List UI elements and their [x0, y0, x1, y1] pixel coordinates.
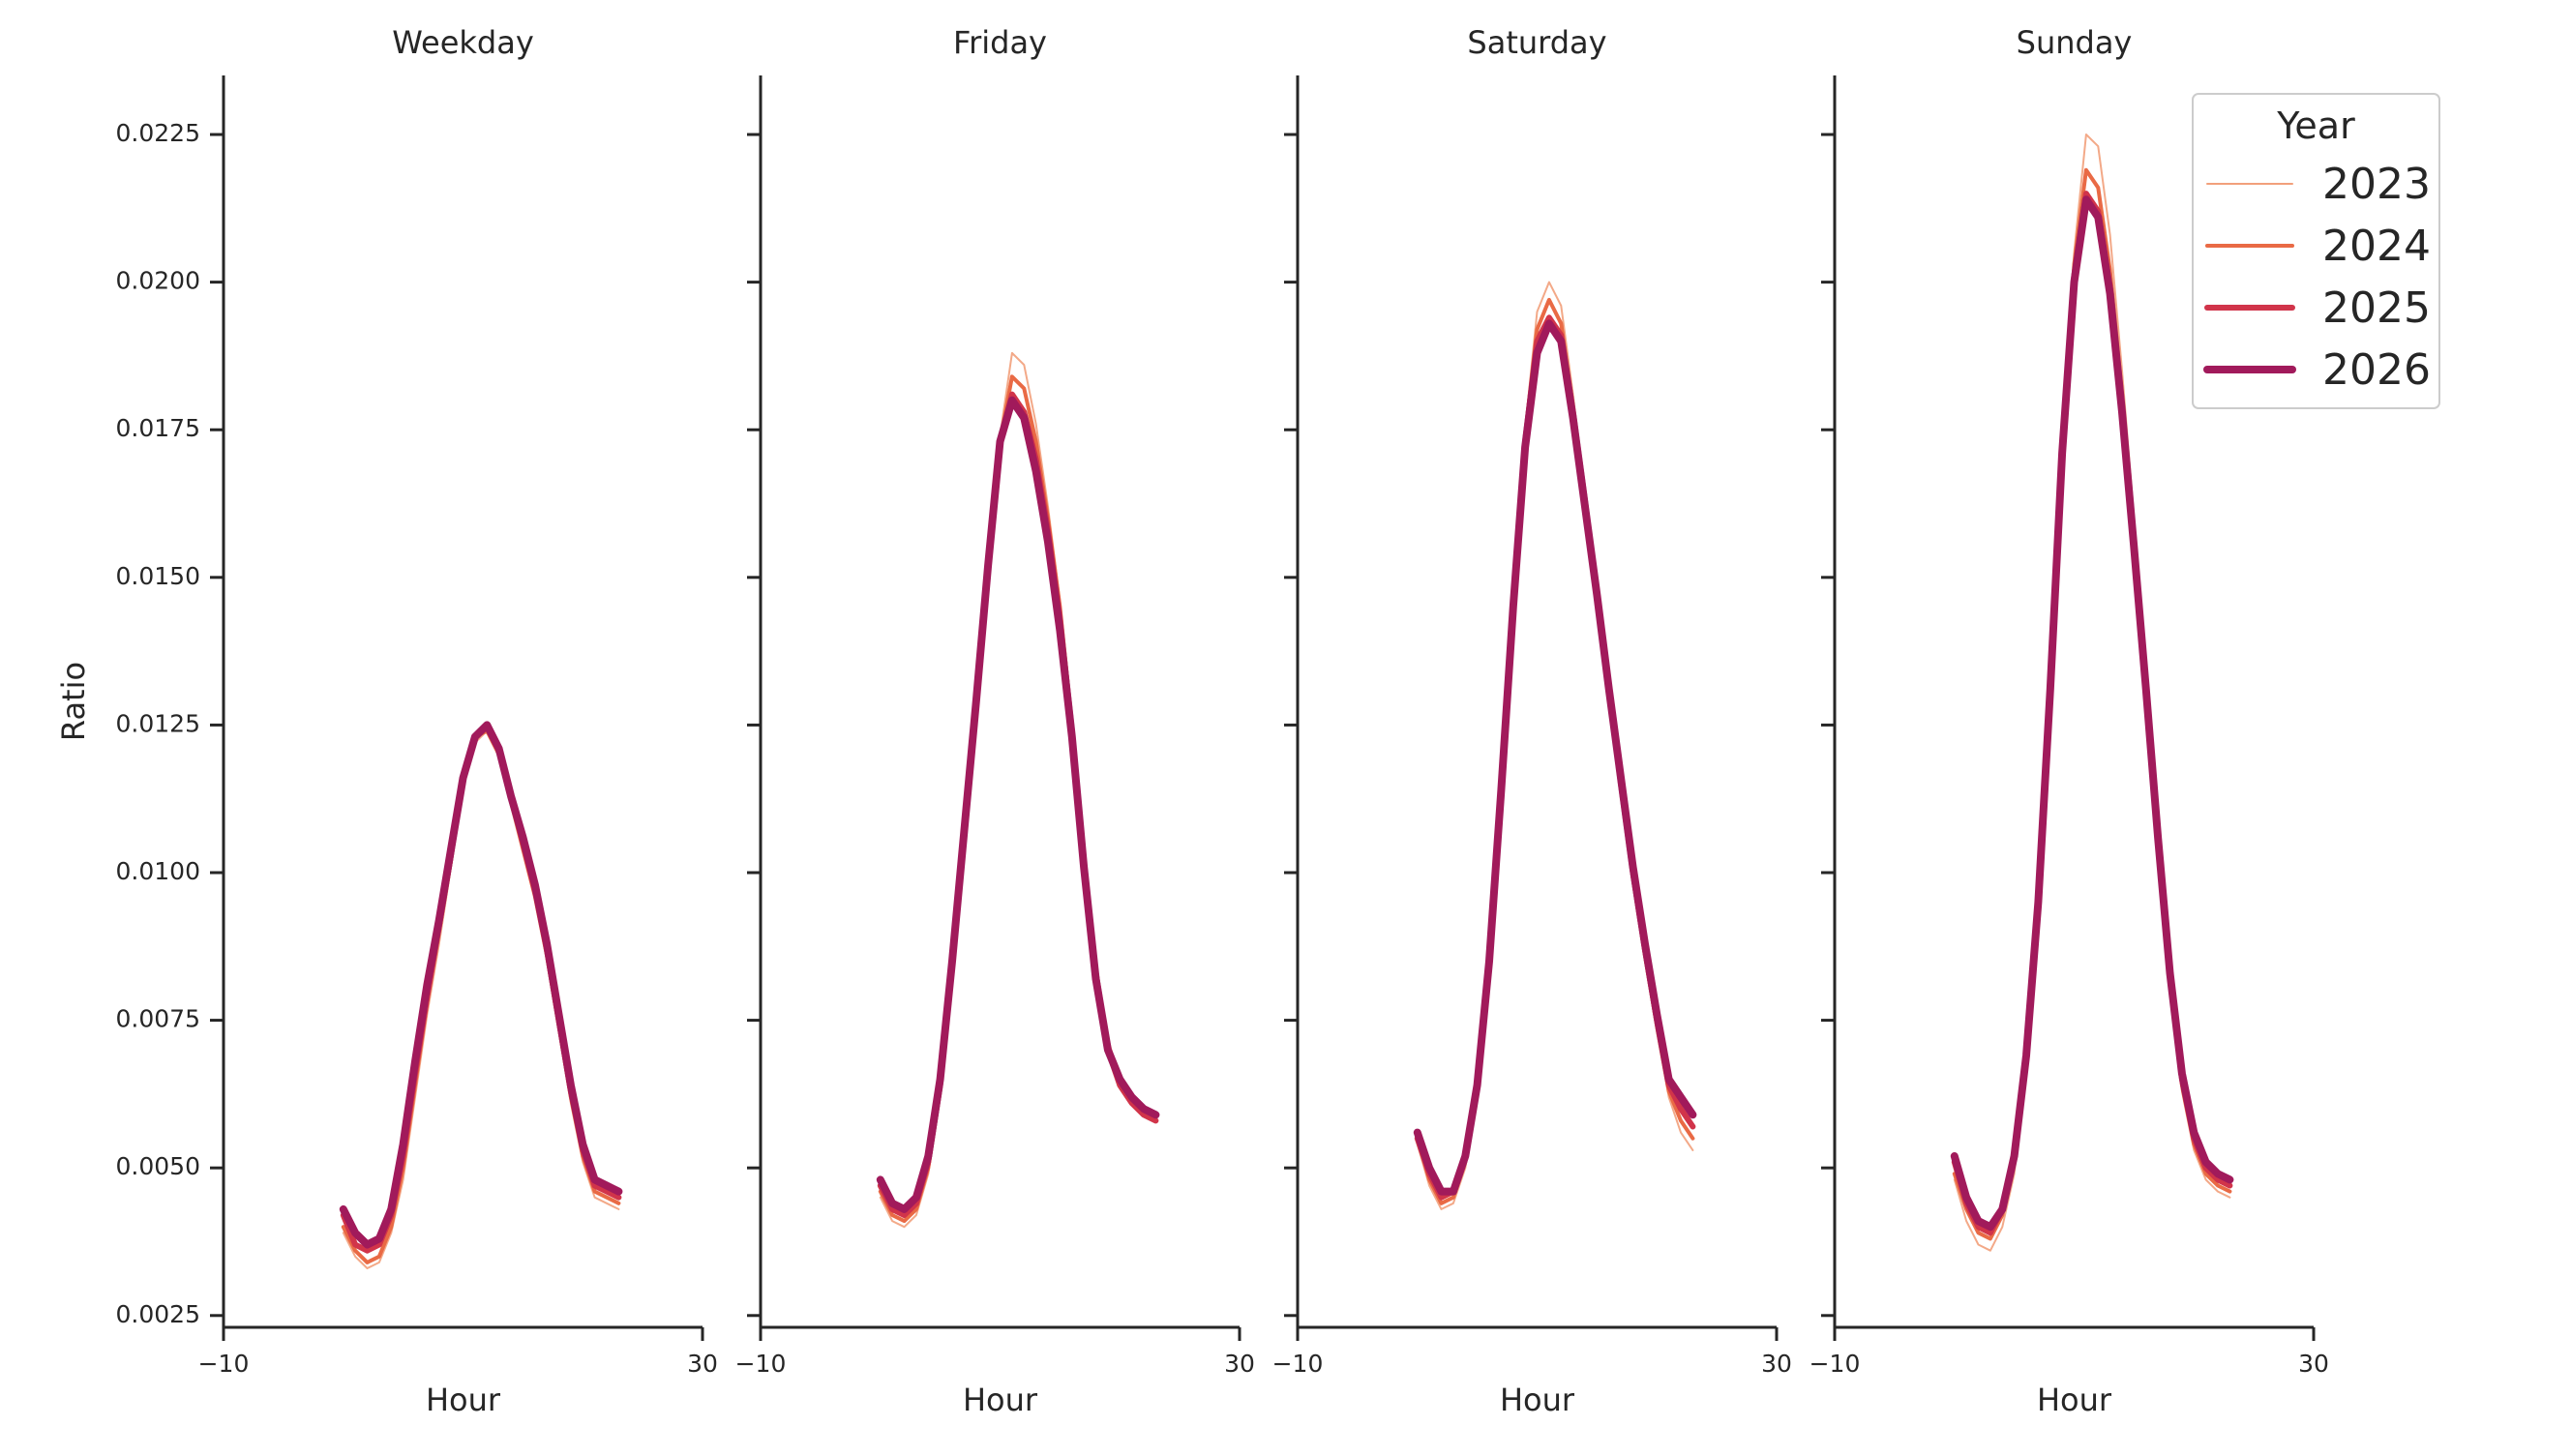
series-line-saturday-2025 [1414, 314, 1696, 1201]
legend-label-2025: 2025 [2322, 283, 2431, 333]
y-tick-label: 0.0025 [116, 1300, 200, 1328]
x-axis-title-weekday: Hour [426, 1382, 501, 1418]
x-axis-title-friday: Hour [963, 1382, 1038, 1418]
series-line-weekday-2023 [342, 729, 620, 1269]
panel-title-saturday: Saturday [1467, 24, 1606, 61]
x-tick-label: 30 [1761, 1350, 1792, 1378]
series-line-saturday-2024 [1415, 297, 1695, 1205]
x-tick-label: −10 [735, 1350, 787, 1378]
panel-title-sunday: Sunday [2017, 24, 2133, 61]
y-tick-label: 0.0050 [116, 1152, 200, 1180]
series-line-weekday-2025 [340, 722, 622, 1254]
series-line-friday-2024 [878, 374, 1158, 1224]
series-line-saturday-2026 [1413, 319, 1697, 1196]
x-tick-label: 30 [687, 1350, 718, 1378]
legend-box [2192, 93, 2440, 409]
series-line-weekday-2026 [339, 721, 623, 1249]
series-line-friday-2025 [877, 391, 1159, 1218]
legend-label-2023: 2023 [2322, 160, 2431, 209]
x-tick-label: 30 [2298, 1350, 2329, 1378]
legend-label-2026: 2026 [2322, 345, 2431, 395]
legend-label-2024: 2024 [2322, 222, 2431, 271]
series-line-sunday-2025 [1951, 191, 2233, 1236]
series-line-saturday-2023 [1416, 281, 1694, 1210]
x-tick-label: −10 [1809, 1350, 1861, 1378]
x-tick-label: 30 [1224, 1350, 1255, 1378]
series-line-weekday-2024 [341, 728, 621, 1264]
y-tick-label: 0.0075 [116, 1005, 200, 1033]
y-tick-label: 0.0125 [116, 709, 200, 737]
series-line-friday-2026 [876, 396, 1160, 1213]
y-tick-label: 0.0100 [116, 857, 200, 885]
y-tick-label: 0.0150 [116, 562, 200, 590]
panel-title-weekday: Weekday [392, 24, 534, 61]
y-tick-label: 0.0200 [116, 267, 200, 295]
y-tick-label: 0.0175 [116, 414, 200, 442]
panel-title-friday: Friday [953, 24, 1047, 61]
series-line-sunday-2024 [1952, 167, 2232, 1241]
series-line-sunday-2026 [1950, 195, 2234, 1232]
y-axis-title: Ratio [55, 662, 92, 741]
y-tick-label: 0.0225 [116, 119, 200, 147]
x-axis-title-sunday: Hour [2037, 1382, 2112, 1418]
x-axis-title-saturday: Hour [1500, 1382, 1575, 1418]
x-tick-label: −10 [198, 1350, 250, 1378]
series-line-friday-2023 [879, 351, 1157, 1229]
legend-title: Year [2276, 104, 2355, 147]
x-tick-label: −10 [1272, 1350, 1324, 1378]
series-line-sunday-2023 [1953, 134, 2231, 1252]
